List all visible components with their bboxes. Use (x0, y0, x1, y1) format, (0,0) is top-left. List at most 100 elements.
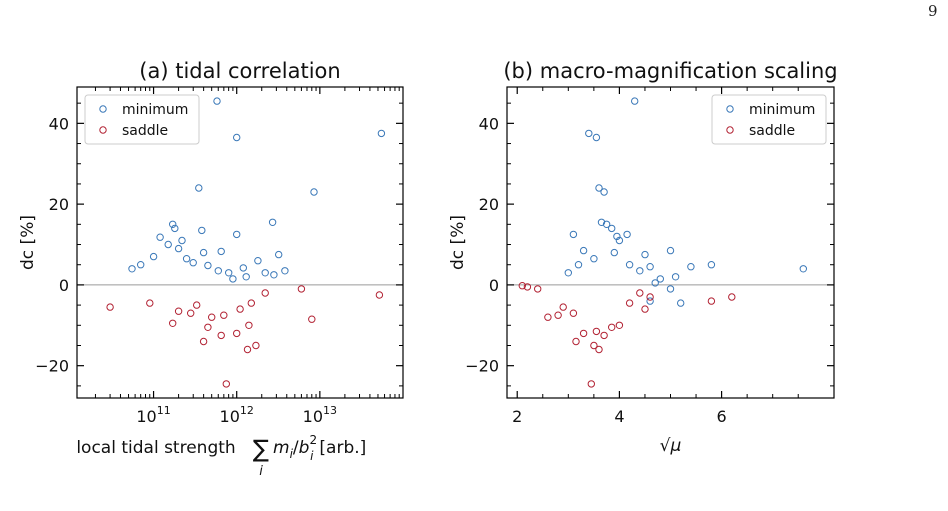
data-point-minimum (569, 230, 578, 239)
data-point-minimum (564, 269, 572, 277)
series-saddle (518, 282, 736, 388)
data-point-minimum (636, 267, 644, 275)
legend-marker-saddle (99, 126, 107, 134)
data-point-minimum (610, 248, 618, 257)
legend: minimum saddle (84, 94, 200, 145)
data-point-minimum (233, 230, 241, 239)
data-point-saddle (146, 299, 154, 307)
x-label-formula: mi/b2 i [arb.] (273, 433, 366, 463)
x-tick-label: 6 (717, 407, 727, 426)
data-point-minimum (242, 273, 250, 281)
data-point-minimum (687, 263, 695, 271)
data-point-minimum (281, 267, 289, 275)
x-tick-label: 2 (512, 407, 522, 426)
data-point-minimum (623, 230, 631, 239)
data-point-minimum (646, 297, 654, 305)
data-point-saddle (245, 321, 253, 329)
data-point-minimum (625, 261, 634, 269)
legend-label-minimum: minimum (122, 102, 188, 118)
data-point-saddle (236, 305, 244, 313)
data-point-minimum (268, 218, 277, 227)
data-point-saddle (615, 321, 624, 329)
data-point-minimum (214, 267, 223, 275)
data-point-minimum (233, 133, 241, 142)
data-point-saddle (641, 305, 649, 313)
data-point-minimum (615, 236, 624, 245)
data-point-saddle (193, 301, 201, 309)
data-point-minimum (275, 250, 283, 259)
data-point-minimum (646, 263, 654, 271)
data-point-saddle (297, 285, 306, 293)
legend-marker-saddle (726, 126, 734, 134)
data-point-minimum (656, 275, 664, 283)
chart-title: (a) tidal correlation (139, 59, 340, 83)
data-point-saddle (222, 380, 231, 388)
series-saddle (106, 285, 384, 388)
legend-box (84, 94, 200, 145)
data-point-saddle (233, 329, 241, 338)
data-point-minimum (613, 232, 621, 241)
data-point-minimum (677, 299, 685, 307)
data-point-saddle (559, 303, 567, 311)
data-point-saddle (217, 331, 225, 340)
data-point-minimum (149, 252, 158, 261)
data-point-saddle (247, 299, 256, 307)
data-point-saddle (592, 327, 601, 336)
x-label-sum-symbol: ∑ (253, 435, 269, 463)
data-point-minimum (198, 226, 206, 235)
x-tick-label: 1012 (220, 404, 254, 426)
data-point-minimum (204, 261, 212, 270)
data-point-saddle (204, 323, 212, 331)
data-point-saddle (169, 319, 177, 327)
legend-marker-minimum (726, 105, 734, 113)
y-tick-label: 0 (489, 276, 499, 295)
data-point-minimum (602, 220, 611, 229)
data-point-minimum (178, 236, 186, 245)
data-point-saddle (728, 293, 736, 301)
x-tick-label: 1013 (303, 404, 337, 426)
data-point-minimum (310, 188, 318, 196)
data-point-saddle (590, 341, 598, 350)
data-point-saddle (518, 282, 526, 290)
data-point-saddle (220, 311, 228, 319)
data-point-minimum (225, 269, 233, 277)
data-point-minimum (229, 275, 237, 283)
data-point-saddle (569, 309, 578, 317)
data-point-saddle (600, 331, 608, 340)
data-point-saddle (261, 289, 269, 297)
data-point-minimum (164, 240, 172, 249)
y-tick-label: −20 (35, 357, 69, 376)
data-point-minimum (600, 188, 608, 196)
legend-marker-minimum (99, 105, 107, 113)
legend-box (711, 94, 827, 145)
series-minimum (564, 97, 807, 307)
data-point-saddle (587, 380, 595, 388)
data-point-minimum (671, 273, 680, 281)
data-point-minimum (574, 261, 583, 269)
data-point-saddle (608, 323, 616, 331)
data-point-saddle (579, 329, 588, 338)
data-point-minimum (217, 247, 225, 256)
data-point-minimum (156, 233, 164, 241)
y-tick-label: −20 (465, 357, 499, 376)
x-tick-label: 4 (614, 407, 624, 426)
panel-b-macro-magnification-scaling: 40 20 0 −20 2 4 6 (b) macro-magnification scali… (448, 59, 838, 456)
data-point-minimum (651, 279, 659, 287)
data-point-minimum (189, 259, 197, 267)
panel-a-tidal-correlation: 40 20 0 −20 1011 1012 1013 (a) tidal correlatio… (18, 59, 404, 479)
data-point-saddle (707, 297, 716, 305)
y-tick-label: 40 (49, 114, 69, 133)
data-point-saddle (554, 311, 562, 319)
data-point-minimum (171, 224, 179, 233)
y-tick-label: 40 (479, 114, 499, 133)
legend-label-saddle: saddle (122, 123, 168, 139)
y-axis-label: dc [%] (18, 215, 38, 270)
y-tick-label: 20 (479, 195, 499, 214)
data-point-minimum (595, 184, 603, 192)
data-point-minimum (239, 264, 248, 272)
data-point-minimum (195, 184, 203, 192)
data-point-minimum (137, 261, 145, 269)
legend: minimum saddle (711, 94, 827, 145)
data-point-saddle (523, 283, 532, 291)
data-point-minimum (377, 129, 386, 138)
